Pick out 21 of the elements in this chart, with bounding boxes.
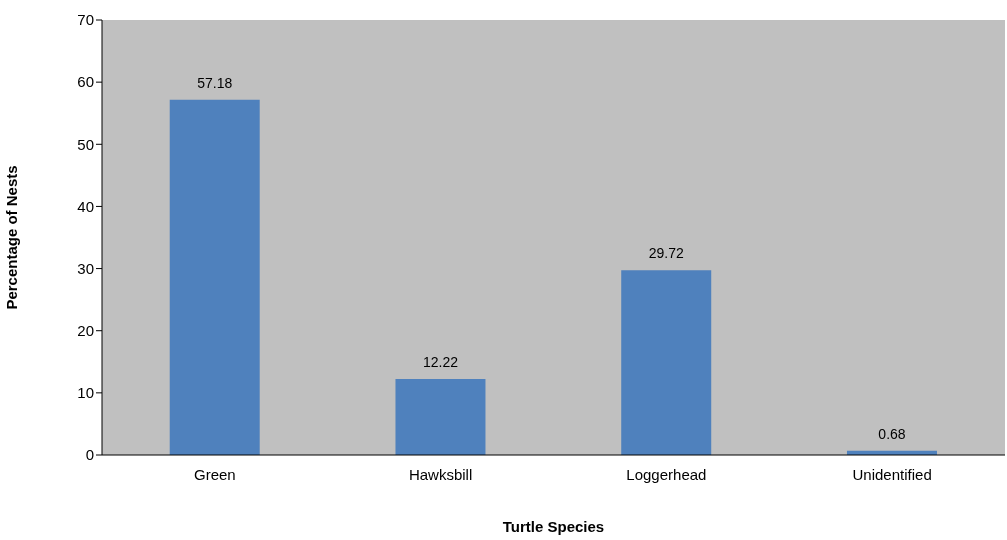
y-tick-label: 10	[77, 384, 94, 402]
x-tick-label: Loggerhead	[626, 465, 707, 483]
y-axis-title: Percentage of Nests	[3, 165, 21, 310]
x-tick-label: Hawksbill	[408, 465, 473, 483]
x-axis-title: Turtle Species	[502, 518, 605, 535]
y-tick-label: 70	[77, 11, 94, 29]
x-tick-label: Green	[194, 465, 236, 483]
data-label: 57.18	[197, 74, 233, 91]
data-label: 0.68	[878, 425, 906, 442]
x-tick-label: Unidentified	[852, 465, 932, 483]
y-tick-label: 50	[77, 135, 94, 153]
y-tick-label: 60	[77, 73, 94, 91]
y-tick-label: 20	[77, 322, 94, 340]
data-label: 12.22	[422, 354, 459, 371]
data-label: 29.72	[648, 245, 684, 262]
bar	[621, 270, 712, 455]
bar	[169, 99, 260, 455]
bar	[395, 379, 486, 455]
y-tick-label: 30	[77, 259, 94, 277]
y-tick-label: 40	[77, 197, 94, 215]
y-tick-label: 0	[85, 446, 94, 464]
